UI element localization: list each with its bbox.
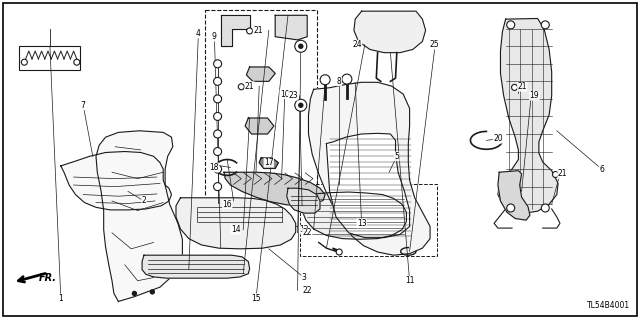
Text: 22: 22 (303, 286, 312, 295)
Circle shape (541, 204, 549, 212)
Circle shape (21, 59, 28, 65)
Text: 5: 5 (394, 152, 399, 161)
Text: 21: 21 (245, 82, 254, 91)
Text: 9: 9 (212, 32, 217, 41)
Circle shape (214, 95, 221, 103)
Text: 1: 1 (58, 294, 63, 303)
Text: 13: 13 (356, 219, 367, 228)
Text: 16: 16 (222, 200, 232, 209)
Circle shape (150, 290, 154, 294)
Circle shape (132, 292, 136, 295)
Circle shape (320, 75, 330, 85)
Circle shape (342, 74, 352, 84)
Circle shape (507, 204, 515, 212)
Circle shape (214, 130, 221, 138)
Circle shape (336, 249, 342, 255)
Text: 25: 25 (429, 40, 439, 49)
Polygon shape (142, 255, 250, 278)
Text: 3: 3 (301, 273, 307, 282)
Circle shape (214, 112, 221, 121)
Circle shape (214, 182, 221, 191)
Polygon shape (259, 158, 278, 168)
Text: 14: 14 (230, 225, 241, 234)
Text: FR.: FR. (38, 272, 56, 283)
Polygon shape (498, 171, 530, 220)
Polygon shape (275, 15, 307, 40)
Text: 21: 21 (253, 26, 262, 35)
Polygon shape (354, 11, 426, 53)
Polygon shape (287, 188, 320, 213)
Circle shape (246, 28, 253, 34)
Text: 21: 21 (518, 82, 527, 91)
Polygon shape (61, 152, 172, 210)
Text: 18: 18 (210, 163, 219, 172)
Circle shape (214, 147, 221, 156)
Text: 11: 11 (405, 276, 414, 285)
Circle shape (552, 172, 559, 177)
Polygon shape (498, 19, 558, 213)
Text: 23: 23 (288, 91, 298, 100)
Circle shape (541, 21, 549, 29)
Text: 20: 20 (493, 134, 503, 143)
Text: 21: 21 (558, 169, 567, 178)
Text: 19: 19 (529, 91, 540, 100)
Circle shape (295, 40, 307, 52)
Text: 17: 17 (264, 158, 274, 167)
Text: 22: 22 (303, 228, 312, 237)
Polygon shape (96, 131, 182, 301)
Polygon shape (246, 67, 275, 81)
Circle shape (214, 165, 221, 173)
Text: 10: 10 (280, 90, 290, 99)
Text: 4: 4 (196, 29, 201, 38)
Text: 2: 2 (141, 197, 147, 205)
Circle shape (511, 85, 518, 90)
Text: 12: 12 (300, 225, 308, 234)
Text: 8: 8 (337, 77, 342, 86)
Text: 7: 7 (81, 101, 86, 110)
Polygon shape (302, 192, 406, 239)
Circle shape (507, 21, 515, 29)
Circle shape (214, 77, 221, 85)
Polygon shape (176, 198, 296, 249)
Circle shape (295, 99, 307, 111)
Text: TL54B4001: TL54B4001 (587, 301, 630, 310)
Bar (300, 184, 437, 256)
Circle shape (74, 59, 80, 65)
Polygon shape (326, 133, 410, 238)
Text: 15: 15 (251, 294, 261, 303)
Polygon shape (224, 172, 325, 206)
Circle shape (299, 44, 303, 48)
Polygon shape (221, 15, 250, 46)
Polygon shape (308, 82, 430, 255)
Bar (19, 46, 80, 70)
Polygon shape (245, 118, 274, 134)
Circle shape (238, 84, 244, 90)
Circle shape (214, 60, 221, 68)
Circle shape (299, 103, 303, 107)
Text: 24: 24 (352, 40, 362, 49)
Bar (205, 10, 317, 226)
Text: 6: 6 (599, 165, 604, 174)
